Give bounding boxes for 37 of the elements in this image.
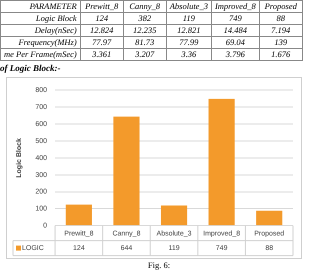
bar <box>160 205 188 226</box>
text: 14.484 <box>211 24 260 36</box>
text: 12.824 <box>80 24 124 36</box>
text: 7.194 <box>259 24 302 36</box>
bar <box>256 210 282 226</box>
text: 124 <box>80 12 124 24</box>
text: Frequency(MHz) <box>0 36 80 48</box>
text: 139 <box>259 36 302 48</box>
text: Canny_8 <box>123 0 166 12</box>
text: Improved_8 <box>211 0 260 12</box>
text: Proposed <box>259 0 302 12</box>
text: 12.821 <box>166 24 212 36</box>
text: Prewitt_8 <box>80 0 124 12</box>
text: me Per Frame(mSec) <box>0 48 80 60</box>
bar <box>66 204 92 226</box>
text: 3.796 <box>211 48 260 60</box>
text: 69.04 <box>211 36 260 48</box>
text: 12.235 <box>123 24 166 36</box>
caption: Fig. 6: <box>146 260 172 270</box>
text: 3.361 <box>80 48 124 60</box>
text: 77.99 <box>166 36 212 48</box>
text: 81.73 <box>123 36 166 48</box>
text: of Logic Block:- <box>0 63 60 73</box>
text: PARAMETER <box>0 0 80 12</box>
text: 119 <box>166 12 212 24</box>
text: Absolute_3 <box>166 0 212 12</box>
bar <box>113 116 140 226</box>
text: Logic Block <box>0 12 80 24</box>
text: Delay(nSec) <box>0 24 80 36</box>
bar <box>208 98 235 226</box>
text: 88 <box>259 12 302 24</box>
text: 77.97 <box>80 36 124 48</box>
text: 3.207 <box>123 48 166 60</box>
text: 3.36 <box>166 48 212 60</box>
text: 1.676 <box>259 48 302 60</box>
text: 382 <box>123 12 166 24</box>
text: 749 <box>211 12 260 24</box>
